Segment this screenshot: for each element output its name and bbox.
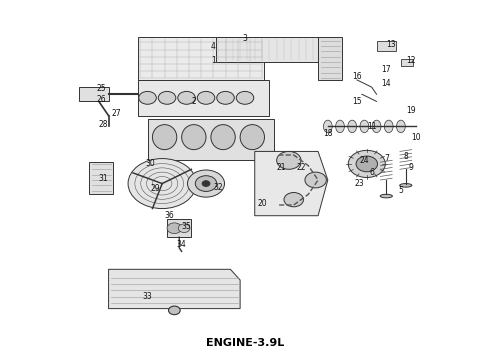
Ellipse shape: [348, 120, 357, 133]
Bar: [376, 41, 396, 51]
Polygon shape: [216, 37, 318, 62]
Text: 5: 5: [398, 186, 403, 195]
Circle shape: [178, 91, 196, 104]
Text: ENGINE-3.9L: ENGINE-3.9L: [206, 338, 284, 348]
Ellipse shape: [182, 125, 206, 150]
Text: 17: 17: [382, 65, 391, 74]
Text: 34: 34: [177, 240, 187, 249]
Ellipse shape: [360, 120, 369, 133]
Text: 30: 30: [145, 159, 155, 168]
Circle shape: [196, 176, 217, 192]
Text: 27: 27: [111, 109, 121, 118]
Circle shape: [217, 91, 234, 104]
Text: 15: 15: [352, 97, 362, 106]
Text: 8: 8: [403, 152, 408, 161]
Text: 3: 3: [243, 35, 247, 44]
Circle shape: [348, 150, 385, 177]
Bar: [167, 219, 192, 237]
Text: 18: 18: [323, 129, 333, 138]
Circle shape: [202, 181, 210, 186]
Polygon shape: [138, 37, 265, 80]
Bar: [318, 37, 343, 80]
Text: 21: 21: [277, 163, 286, 172]
Ellipse shape: [152, 125, 177, 150]
Circle shape: [128, 158, 196, 208]
Text: 25: 25: [97, 84, 106, 93]
Circle shape: [197, 91, 215, 104]
Circle shape: [236, 91, 254, 104]
Circle shape: [356, 156, 377, 172]
Ellipse shape: [336, 120, 344, 133]
Circle shape: [284, 193, 303, 207]
Ellipse shape: [400, 184, 412, 187]
Text: 20: 20: [257, 199, 267, 208]
Circle shape: [188, 170, 224, 197]
Text: 35: 35: [182, 222, 192, 231]
Text: 12: 12: [406, 56, 416, 65]
Ellipse shape: [211, 125, 235, 150]
Text: 13: 13: [386, 40, 396, 49]
Text: 4: 4: [211, 41, 216, 50]
Text: 11: 11: [367, 122, 376, 131]
Polygon shape: [79, 87, 109, 102]
Ellipse shape: [372, 120, 381, 133]
Text: 19: 19: [406, 106, 416, 115]
Circle shape: [178, 224, 190, 233]
Text: 23: 23: [355, 179, 364, 188]
Text: 16: 16: [352, 72, 362, 81]
Text: 26: 26: [97, 95, 106, 104]
Ellipse shape: [384, 120, 393, 133]
Ellipse shape: [323, 120, 332, 133]
Text: 7: 7: [384, 154, 389, 163]
Polygon shape: [255, 152, 328, 216]
Circle shape: [277, 152, 301, 169]
Text: 29: 29: [150, 184, 160, 193]
Circle shape: [169, 306, 180, 315]
Text: 9: 9: [408, 163, 413, 172]
Text: 22: 22: [296, 163, 306, 172]
Ellipse shape: [380, 194, 392, 198]
Text: 24: 24: [360, 156, 369, 165]
Circle shape: [167, 223, 182, 234]
Circle shape: [139, 91, 156, 104]
Text: 28: 28: [99, 120, 108, 129]
Text: 33: 33: [143, 292, 152, 301]
Polygon shape: [147, 119, 274, 160]
Bar: [138, 80, 270, 116]
Text: 32: 32: [213, 183, 223, 192]
Bar: [89, 162, 114, 194]
Text: 10: 10: [411, 132, 420, 141]
Text: 31: 31: [99, 174, 108, 183]
Text: 14: 14: [382, 79, 391, 88]
Bar: [401, 59, 413, 66]
Circle shape: [158, 91, 176, 104]
Text: 2: 2: [192, 97, 196, 106]
Text: 1: 1: [211, 56, 216, 65]
Ellipse shape: [396, 120, 405, 133]
Text: 6: 6: [369, 168, 374, 177]
Ellipse shape: [240, 125, 265, 150]
Text: 36: 36: [165, 211, 174, 220]
Polygon shape: [109, 269, 240, 309]
Circle shape: [305, 172, 326, 188]
